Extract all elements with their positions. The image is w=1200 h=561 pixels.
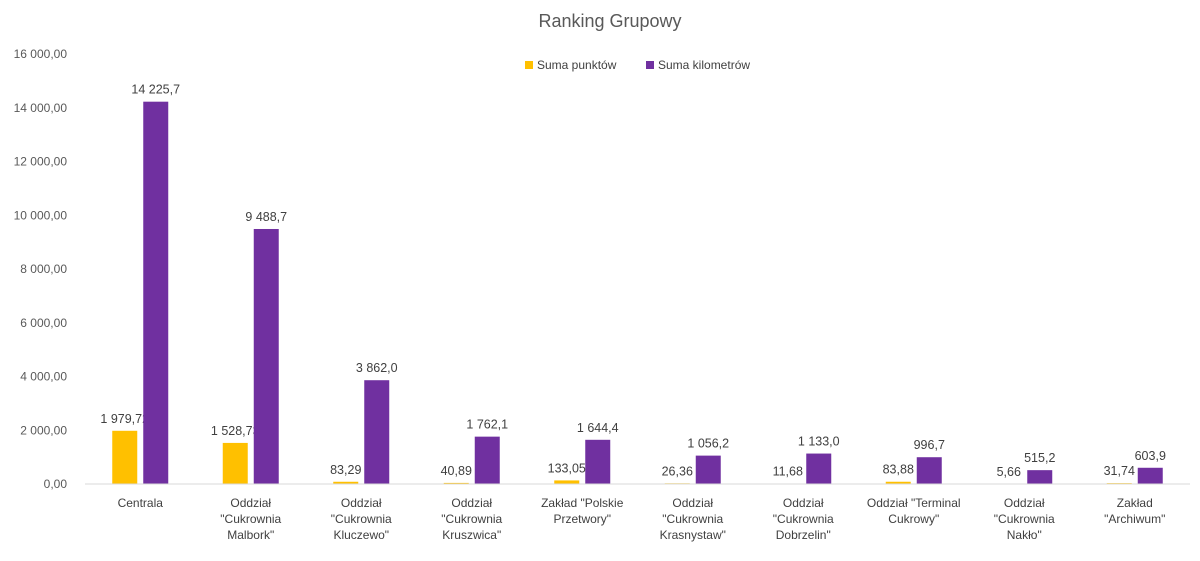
bar-suma-punktow[interactable] — [885, 481, 911, 484]
data-label: 1 528,73 — [211, 424, 260, 438]
y-tick-label: 4 000,00 — [20, 370, 67, 384]
data-label: 14 225,7 — [131, 83, 180, 97]
data-label: 133,05 — [548, 461, 586, 475]
y-tick-label: 12 000,00 — [14, 155, 68, 169]
x-tick-label: Krasnystaw" — [660, 528, 726, 542]
data-label: 5,66 — [997, 465, 1021, 479]
legend[interactable]: Suma punktów Suma kilometrów — [525, 58, 750, 72]
bar-suma-punktow[interactable] — [222, 442, 248, 484]
x-tick-label: "Cukrownia — [994, 512, 1055, 526]
bar-suma-punktow[interactable] — [554, 480, 580, 484]
x-tick-label: Oddział — [672, 496, 713, 510]
data-label: 83,88 — [883, 463, 914, 477]
x-axis: Centrala Oddział "Cukrownia Malbork" Oddział… — [85, 483, 1190, 542]
x-tick-label: Oddział — [341, 496, 382, 510]
x-tick-label: Kluczewo" — [333, 528, 389, 542]
x-tick-label: "Cukrownia — [331, 512, 392, 526]
x-tick-label: Oddział — [783, 496, 824, 510]
data-label: 1 133,0 — [798, 435, 840, 449]
y-tick-label: 16 000,00 — [14, 47, 68, 61]
x-tick-label: Oddział — [451, 496, 492, 510]
data-label: 9 488,7 — [245, 210, 287, 224]
y-tick-label: 8 000,00 — [20, 262, 67, 276]
y-tick-label: 14 000,00 — [14, 101, 68, 115]
x-tick-label: Oddział "Terminal — [867, 496, 961, 510]
bar-suma-kilometrow[interactable] — [364, 380, 390, 484]
bar-suma-kilometrow[interactable] — [695, 455, 721, 484]
data-label: 11,68 — [773, 465, 803, 479]
y-tick-label: 0,00 — [44, 477, 68, 491]
x-tick-label: "Archiwum" — [1104, 512, 1165, 526]
legend-swatch — [646, 61, 654, 69]
x-tick-label: Przetwory" — [553, 512, 611, 526]
data-label: 1 979,72 — [100, 412, 149, 426]
legend-label[interactable]: Suma punktów — [537, 58, 617, 72]
x-tick-label: "Cukrownia — [441, 512, 502, 526]
data-label: 1 762,1 — [466, 418, 508, 432]
data-label: 83,29 — [330, 463, 361, 477]
x-tick-label: "Cukrownia — [220, 512, 281, 526]
x-tick-label: Oddział — [1004, 496, 1045, 510]
bar-suma-kilometrow[interactable] — [916, 457, 942, 484]
bar-suma-kilometrow[interactable] — [585, 439, 611, 484]
y-tick-label: 10 000,00 — [14, 208, 68, 222]
x-tick-label: Centrala — [118, 496, 164, 510]
x-tick-label: Zakład "Polskie — [541, 496, 624, 510]
bar-suma-kilometrow[interactable] — [474, 436, 500, 484]
x-tick-label: Dobrzelin" — [776, 528, 831, 542]
bar-suma-kilometrow[interactable] — [1137, 467, 1163, 484]
bar-suma-punktow[interactable] — [112, 430, 138, 484]
x-tick-label: Nakło" — [1007, 528, 1042, 542]
data-label: 26,36 — [662, 464, 693, 478]
data-label: 996,7 — [914, 438, 945, 452]
x-tick-label: Zakład — [1117, 496, 1153, 510]
data-label: 3 862,0 — [356, 361, 398, 375]
bars: 1 979,72 14 225,7 1 528,73 9 488,7 83,29 3 86… — [100, 83, 1166, 485]
bar-suma-kilometrow[interactable] — [253, 228, 279, 484]
data-label: 515,2 — [1024, 451, 1055, 465]
x-tick-label: Kruszwica" — [442, 528, 501, 542]
x-tick-label: Malbork" — [227, 528, 274, 542]
bar-suma-kilometrow[interactable] — [806, 453, 832, 484]
x-tick-label: "Cukrownia — [773, 512, 834, 526]
bar-suma-punktow[interactable] — [443, 482, 469, 484]
y-tick-label: 6 000,00 — [20, 316, 67, 330]
data-label: 1 056,2 — [687, 437, 729, 451]
legend-swatch — [525, 61, 533, 69]
data-label: 603,9 — [1135, 449, 1166, 463]
bar-suma-kilometrow[interactable] — [143, 101, 169, 484]
legend-label[interactable]: Suma kilometrów — [658, 58, 750, 72]
y-axis: 0,00 2 000,00 4 000,00 6 000,00 8 000,00 10 0… — [14, 47, 68, 491]
x-tick-label: Cukrowy" — [888, 512, 939, 526]
data-label: 31,74 — [1104, 464, 1135, 478]
chart-title: Ranking Grupowy — [538, 11, 681, 31]
data-label: 1 644,4 — [577, 421, 619, 435]
y-tick-label: 2 000,00 — [20, 423, 67, 437]
x-tick-label: "Cukrownia — [662, 512, 723, 526]
x-tick-label: Oddział — [230, 496, 271, 510]
bar-suma-kilometrow[interactable] — [1027, 470, 1053, 484]
bar-suma-punktow[interactable] — [333, 481, 359, 484]
data-label: 40,89 — [441, 464, 472, 478]
